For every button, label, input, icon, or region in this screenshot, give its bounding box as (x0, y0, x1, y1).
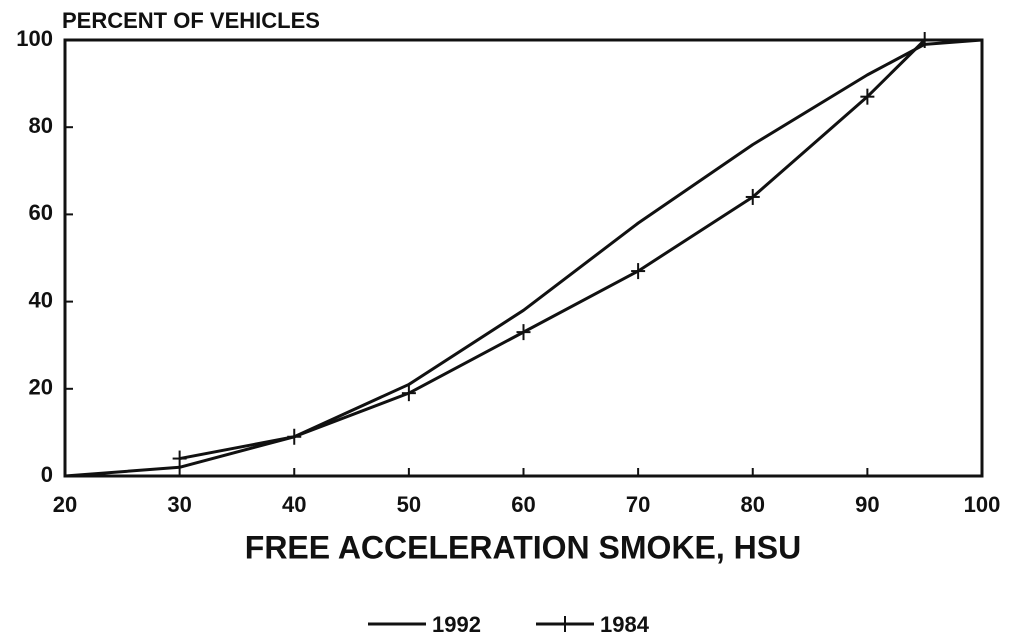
data-point (745, 188, 760, 205)
legend-label: 1992 (432, 612, 481, 637)
x-tick-label: 100 (964, 492, 1001, 517)
x-tick-label: 80 (741, 492, 765, 517)
x-tick-label: 50 (397, 492, 421, 517)
x-tick-label: 40 (282, 492, 306, 517)
data-point (917, 32, 932, 48)
data-point (287, 428, 302, 445)
data-point (401, 385, 416, 402)
y-tick-label: 0 (41, 462, 53, 487)
plot-frame (63, 38, 984, 478)
x-tick-label: 60 (511, 492, 535, 517)
y-tick-label: 40 (29, 287, 53, 312)
chart-title: PERCENT OF VEHICLES (62, 8, 320, 33)
x-tick-label: 90 (855, 492, 879, 517)
series-line (64, 38, 983, 478)
data-point (172, 450, 187, 467)
data-point (631, 263, 646, 280)
data-point (516, 324, 531, 341)
y-tick-label: 100 (16, 26, 53, 51)
x-tick-label: 30 (167, 492, 191, 517)
series-line (179, 38, 926, 461)
x-tick-label: 20 (53, 492, 77, 517)
x-axis-label: FREE ACCELERATION SMOKE, HSU (245, 529, 801, 565)
y-tick-label: 20 (29, 375, 53, 400)
y-tick-label: 80 (29, 113, 53, 138)
x-tick-label: 70 (626, 492, 650, 517)
data-point (860, 88, 875, 105)
y-tick-label: 60 (29, 200, 53, 225)
legend-marker (558, 616, 572, 632)
legend-label: 1984 (600, 612, 650, 637)
